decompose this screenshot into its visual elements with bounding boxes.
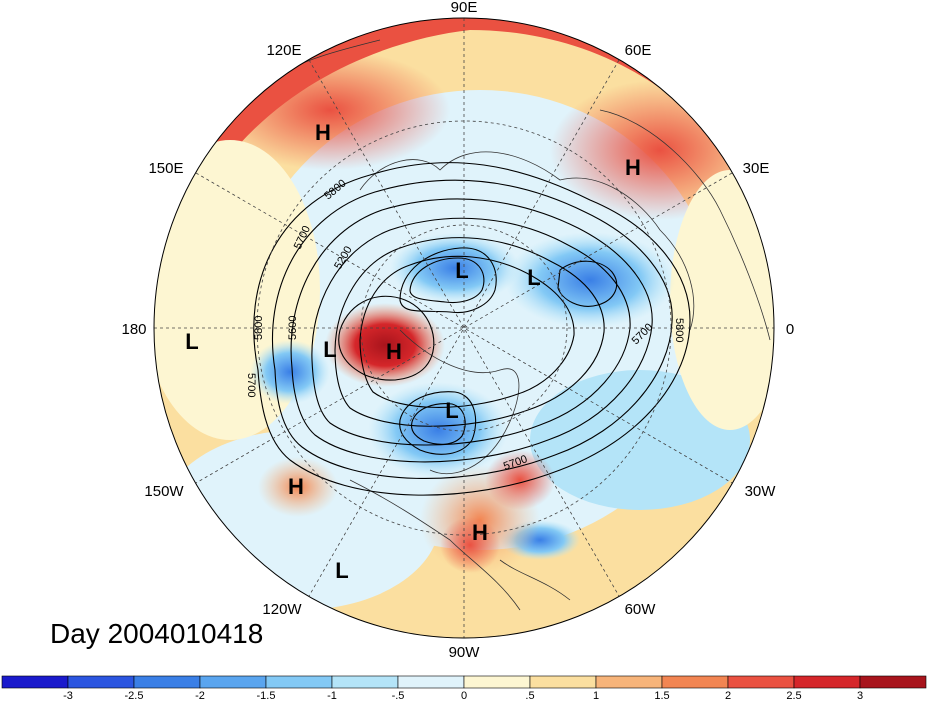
colorbar-swatch	[463, 675, 531, 689]
colorbar-tick-label: -1.5	[257, 690, 276, 702]
colorbar: -3 -2.5 -2 -1.5 -1 -.5 0 .5 1 1.5 2 2.5 3	[1, 675, 927, 702]
lon-label-30w: 30W	[745, 483, 777, 500]
colorbar-tick-label: -3	[63, 690, 73, 702]
colorbar-swatches	[1, 675, 927, 689]
lon-label-60w: 60W	[625, 601, 657, 618]
colorbar-swatch	[199, 675, 267, 689]
colorbar-tick-label: 3	[857, 690, 863, 702]
lon-label-150w: 150W	[144, 483, 184, 500]
colorbar-swatch	[529, 675, 597, 689]
pressure-centers: H H L L L L H L H H L	[185, 120, 641, 583]
contour-label: 5800	[253, 316, 265, 340]
colorbar-tick-label: -2	[195, 690, 205, 702]
colorbar-tick-label: 1	[593, 690, 599, 702]
colorbar-swatch	[727, 675, 795, 689]
lon-label-120e: 120E	[266, 42, 301, 59]
colorbar-tick-label: 2	[725, 690, 731, 702]
contour-label: 5600	[287, 316, 299, 340]
low-pressure-marker: L	[185, 329, 198, 354]
colorbar-swatch	[133, 675, 201, 689]
colorbar-tick-labels: -3 -2.5 -2 -1.5 -1 -.5 0 .5 1 1.5 2 2.5 3	[63, 690, 863, 702]
high-pressure-marker: H	[288, 474, 304, 499]
lon-label-120w: 120W	[262, 601, 302, 618]
colorbar-tick-label: -.5	[392, 690, 405, 702]
colorbar-tick-label: 2.5	[786, 690, 801, 702]
lon-label-60e: 60E	[625, 42, 652, 59]
colorbar-swatch	[397, 675, 465, 689]
height-contours	[253, 162, 691, 496]
low-pressure-marker: L	[455, 258, 468, 283]
lon-label-30e: 30E	[743, 160, 770, 177]
high-pressure-marker: H	[386, 339, 402, 364]
colorbar-tick-label: 1.5	[654, 690, 669, 702]
colorbar-swatch	[793, 675, 861, 689]
colorbar-swatch	[595, 675, 663, 689]
colorbar-tick-label: 0	[461, 690, 467, 702]
colorbar-tick-label: -2.5	[125, 690, 144, 702]
low-pressure-marker: L	[445, 398, 458, 423]
map-title: Day 2004010418	[50, 618, 264, 649]
lon-label-90w: 90W	[449, 644, 481, 661]
high-pressure-marker: H	[625, 155, 641, 180]
low-pressure-marker: L	[323, 337, 336, 362]
lon-label-180: 180	[121, 321, 146, 338]
colorbar-swatch	[331, 675, 399, 689]
colorbar-swatch	[265, 675, 333, 689]
lat-lon-grid	[154, 18, 774, 638]
contour-label: 5700	[245, 373, 257, 397]
lon-label-150e: 150E	[148, 160, 183, 177]
low-pressure-marker: L	[335, 558, 348, 583]
high-pressure-marker: H	[472, 520, 488, 545]
map-boundary	[153, 17, 775, 639]
colorbar-tick-label: -1	[327, 690, 337, 702]
coastlines	[269, 39, 771, 611]
colorbar-tick-label: .5	[525, 690, 534, 702]
contour-label: 5800	[673, 318, 685, 342]
polar-map: 90E 60E 30E 0 30W 60W 90W 120W 150W 180 …	[121, 0, 794, 661]
colorbar-swatch	[859, 675, 927, 689]
low-pressure-marker: L	[527, 265, 540, 290]
colorbar-swatch	[661, 675, 729, 689]
colorbar-swatch	[1, 675, 69, 689]
lon-label-0: 0	[786, 321, 794, 338]
colorbar-swatch	[67, 675, 135, 689]
lon-label-90e: 90E	[451, 0, 478, 16]
high-pressure-marker: H	[315, 120, 331, 145]
longitude-labels: 90E 60E 30E 0 30W 60W 90W 120W 150W 180 …	[121, 0, 794, 661]
